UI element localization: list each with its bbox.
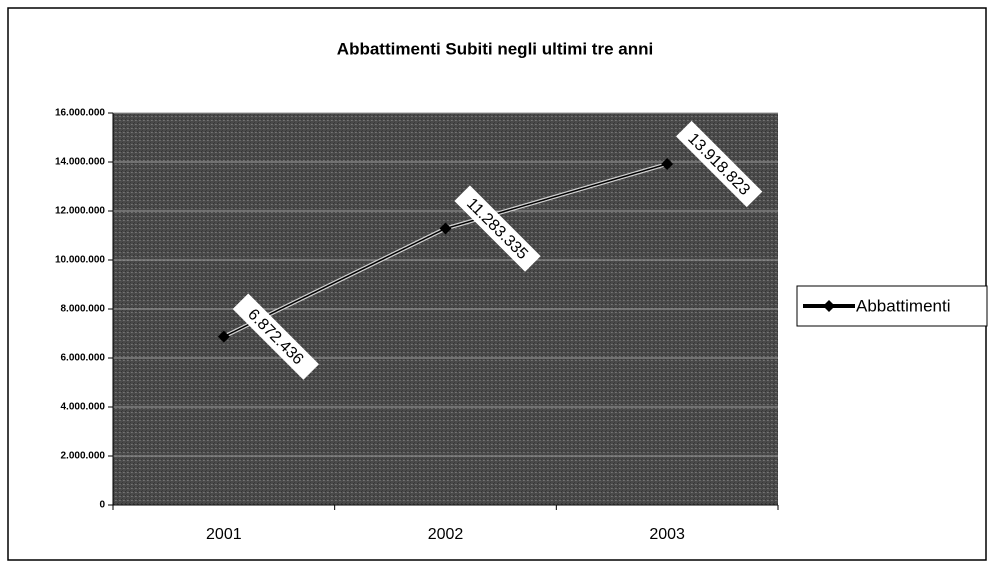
y-tick-label: 8.000.000 [61,304,106,315]
y-tick-label: 10.000.000 [55,255,105,266]
y-tick-label: 2.000.000 [61,451,106,462]
y-tick-label: 6.000.000 [61,353,106,364]
y-tick-label: 14.000.000 [55,157,105,168]
y-tick-label: 16.000.000 [55,108,105,119]
x-tick-label: 2002 [428,526,464,543]
y-tick-label: 0 [99,500,105,511]
x-tick-label: 2003 [649,526,685,543]
y-tick-label: 12.000.000 [55,206,105,217]
data-label-box [676,120,763,208]
data-label-box [232,293,319,380]
legend-marker [823,300,835,312]
chart-title: Abbattimenti Subiti negli ultimi tre ann… [337,39,653,58]
y-tick-label: 4.000.000 [61,402,106,413]
x-tick-label: 2001 [206,526,242,543]
marker [439,222,452,235]
data-label-box [454,185,541,272]
legend-label: Abbattimenti [856,296,951,315]
marker [217,330,230,343]
marker [661,157,674,170]
